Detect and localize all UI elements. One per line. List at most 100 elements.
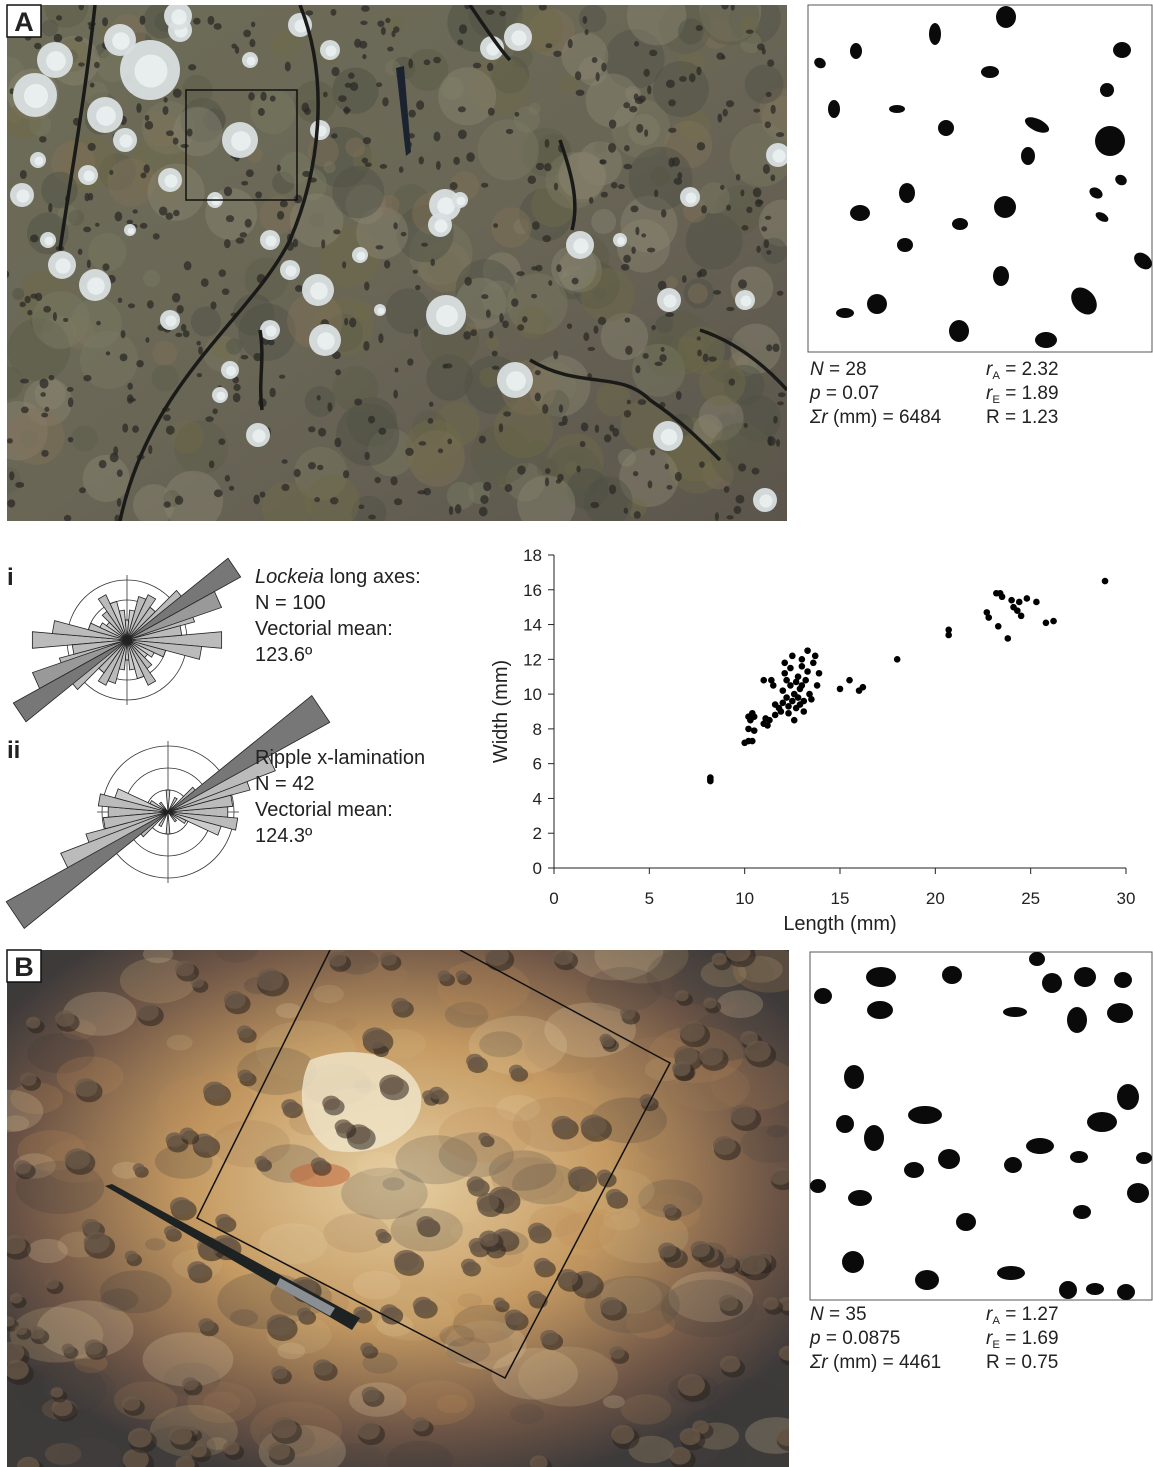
- trace-pit: [499, 11, 506, 17]
- trace-pit: [761, 226, 767, 231]
- data-point: [751, 727, 758, 734]
- stat-text: Σr (mm) = 6484: [809, 407, 942, 428]
- rock-texture: [41, 19, 58, 36]
- trace-pit: [624, 508, 628, 514]
- trace-pit: [382, 97, 388, 106]
- trace-pit: [641, 233, 646, 237]
- trace-pit: [650, 449, 655, 455]
- trace-ellipse: [850, 43, 862, 59]
- trace-ellipse: [949, 320, 969, 342]
- trace-mound: [703, 997, 717, 1008]
- trace-pit: [224, 187, 232, 197]
- trace-pit: [235, 46, 239, 54]
- lichen-center: [128, 228, 135, 235]
- lichen-center: [617, 237, 625, 245]
- trace-ellipse: [1021, 147, 1035, 165]
- trace-pit: [164, 97, 168, 102]
- trace-pit: [638, 399, 647, 405]
- trace-mound: [416, 1216, 435, 1232]
- trace-pit: [378, 333, 383, 343]
- rock-texture: [447, 482, 475, 510]
- plain-text: long axes:: [324, 566, 421, 588]
- trace-mound: [375, 1229, 387, 1239]
- trace-pit: [362, 158, 368, 164]
- trace-pit: [424, 59, 431, 65]
- trace-pit: [387, 47, 393, 52]
- trace-mound: [357, 1421, 380, 1440]
- trace-pit: [255, 191, 262, 198]
- trace-pit: [457, 39, 463, 45]
- lichen-center: [686, 193, 697, 204]
- trace-pit: [773, 416, 778, 424]
- trace-pit: [479, 507, 488, 517]
- trace-pit: [576, 90, 585, 96]
- data-point: [751, 713, 758, 720]
- trace-pit: [455, 504, 462, 514]
- trace-pit: [627, 400, 631, 405]
- trace-pit: [599, 159, 606, 164]
- trace-pit: [623, 102, 630, 108]
- trace-pit: [90, 83, 95, 88]
- trace-mound: [528, 1223, 547, 1239]
- rose-petal: [6, 812, 168, 928]
- rock-texture: [717, 990, 763, 1018]
- trace-pit: [330, 497, 338, 504]
- trace-pit: [302, 103, 310, 113]
- trace-pit: [34, 43, 41, 49]
- lichen-center: [378, 308, 385, 315]
- trace-mound: [362, 1387, 380, 1402]
- trace-pit: [459, 24, 467, 34]
- trace-pit: [413, 270, 418, 274]
- rock-crack: [260, 330, 262, 410]
- data-point: [766, 717, 773, 724]
- trace-pit: [408, 110, 415, 118]
- trace-pit: [240, 232, 248, 237]
- trace-pit: [755, 199, 762, 207]
- trace-pit: [393, 390, 398, 399]
- trace-pit: [544, 163, 551, 171]
- stat-text: Ripple x-lamination: [255, 747, 425, 769]
- trace-pit: [776, 132, 784, 137]
- rock-texture: [230, 1309, 258, 1326]
- trace-pit: [536, 163, 544, 170]
- trace-mound: [467, 1176, 485, 1191]
- trace-ellipse: [836, 1115, 854, 1133]
- trace-pit: [331, 133, 337, 138]
- trace-pit: [593, 325, 598, 333]
- trace-pit: [140, 15, 146, 24]
- trace-ellipse: [938, 1149, 960, 1169]
- lichen-center: [247, 57, 256, 66]
- trace-pit: [766, 344, 772, 351]
- trace-pit: [187, 128, 193, 136]
- figure: 024681012141618051015202530Length (mm)Wi…: [0, 0, 1153, 1467]
- trace-pit: [736, 495, 745, 504]
- trace-pit: [666, 485, 672, 490]
- data-point: [781, 660, 788, 667]
- trace-mound: [779, 1346, 797, 1361]
- trace-pit: [260, 491, 266, 497]
- lichen-center: [252, 429, 265, 442]
- rock-texture: [486, 336, 500, 350]
- plain-text: (mm) = 6484: [828, 407, 942, 428]
- trace-mound: [169, 1426, 192, 1445]
- data-point: [1004, 635, 1011, 642]
- trace-pit: [585, 29, 589, 35]
- trace-ellipse: [1136, 1152, 1152, 1164]
- trace-pit: [481, 294, 488, 299]
- trace-pit: [517, 465, 526, 474]
- symbol: N: [810, 1304, 824, 1325]
- x-tick-label: 5: [645, 889, 654, 908]
- trace-pit: [539, 4, 547, 11]
- trace-pit: [752, 468, 760, 475]
- trace-pit: [391, 31, 395, 38]
- trace-pit: [378, 428, 386, 435]
- data-point: [804, 647, 811, 654]
- rock-texture: [356, 1152, 397, 1177]
- trace-pit: [53, 312, 57, 321]
- data-point: [789, 698, 796, 705]
- trace-pit: [362, 54, 366, 59]
- trace-pit: [317, 395, 321, 401]
- trace-pit: [713, 290, 721, 295]
- trace-pit: [531, 294, 537, 298]
- trace-pit: [163, 414, 171, 420]
